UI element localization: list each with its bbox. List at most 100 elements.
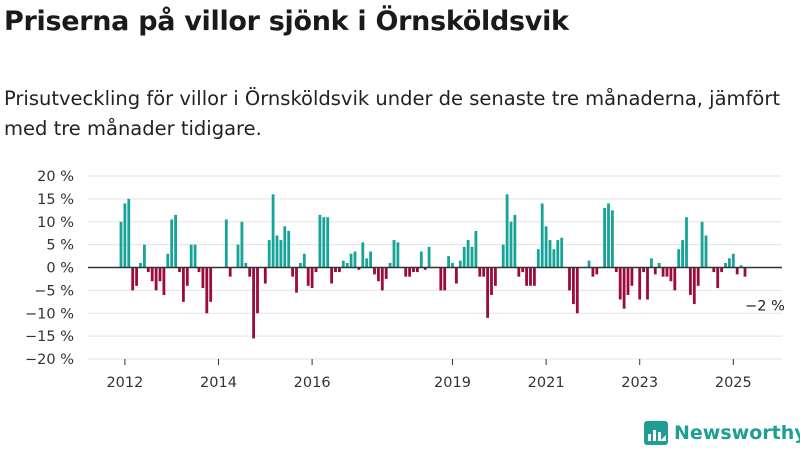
bar [646,267,649,300]
x-tick-label: 2016 [294,375,331,391]
x-tick-label: 2012 [106,375,143,391]
bar [688,267,692,295]
bar [228,267,232,277]
bar [178,267,181,273]
brand-name: Newsworthy [674,422,800,444]
bar [548,240,552,268]
bar [712,267,716,273]
bar [630,267,634,286]
bar [209,267,213,302]
bar [291,267,295,277]
bar [603,208,607,268]
bar [146,267,150,273]
bar [248,267,252,277]
bar [642,267,646,273]
bar [263,267,267,284]
bar [267,240,271,268]
bar [677,249,681,268]
bar [384,267,388,279]
newsworthy-logo-icon [644,421,668,445]
bar [681,240,685,268]
bar [244,262,248,268]
bar [166,253,170,268]
bar [743,267,747,277]
bar [626,267,630,295]
bar [318,214,322,268]
bar [392,240,396,268]
bar [735,267,739,275]
bar [607,203,610,268]
bar [162,267,166,295]
bar [131,267,135,291]
bar [271,194,275,268]
bar [287,230,291,268]
bar [509,221,513,268]
bar [135,267,139,286]
bar [256,267,259,314]
bar [369,251,373,268]
bar [139,262,142,268]
bar [513,214,517,268]
x-tick-label: 2014 [200,375,237,391]
bar [525,267,529,286]
bar [310,267,314,289]
bar [252,267,256,339]
bar [415,267,419,273]
bar [470,246,474,268]
bar [142,244,146,268]
bar [638,267,642,300]
bar [669,267,673,282]
bar [158,267,162,282]
bar [700,221,704,268]
bar [240,221,244,268]
bar [154,267,158,291]
bar [427,246,431,268]
bar [447,256,451,268]
bar [517,267,521,277]
bar [423,267,427,270]
bar [357,267,361,270]
bar [439,267,443,291]
last-value-label: −2 % [745,299,785,315]
bar [322,217,326,268]
bar [224,219,228,268]
bar [591,267,595,277]
bar [544,226,548,268]
bar [673,267,677,291]
bar [302,253,306,268]
bar [365,258,369,268]
bar [205,267,209,314]
bar [408,267,412,277]
bar [657,262,661,268]
bar [337,267,341,273]
y-tick-label: 10 % [37,215,74,231]
bar [610,210,614,268]
x-tick-label: 2021 [528,375,565,391]
bar [532,267,536,286]
bar [454,267,458,284]
bar [419,251,423,268]
bar [193,244,197,268]
bar [685,217,688,268]
bar [739,265,743,268]
y-tick-label: −15 % [25,329,74,345]
bar [724,262,727,268]
bar [521,267,525,273]
bar [618,267,622,300]
bar [326,217,330,268]
bar [197,267,201,273]
x-tick-label: 2019 [434,375,471,391]
bar [462,246,466,268]
bar [501,244,505,268]
bar [720,267,724,273]
bar [575,267,579,314]
bar [119,221,123,268]
bar [529,267,532,286]
bar [595,267,599,275]
x-tick-label: 2025 [715,375,752,391]
bar [189,244,193,268]
bar [540,203,544,268]
bar [478,267,482,277]
bar [306,267,310,286]
bar [458,260,462,268]
